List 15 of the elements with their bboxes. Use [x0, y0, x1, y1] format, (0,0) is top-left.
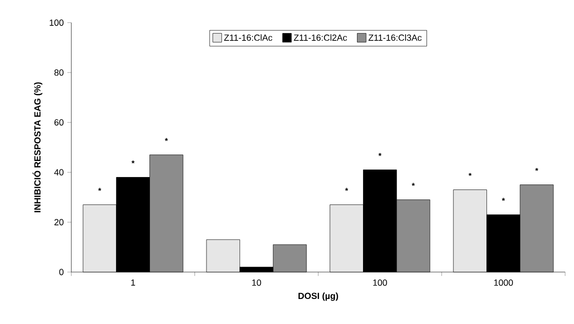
- legend-label: Z11-16:ClAc: [224, 34, 272, 41]
- y-axis-title: INHIBICIÓ RESPOSTA EAG (%): [32, 82, 42, 212]
- y-tick-label: 20: [54, 218, 64, 226]
- y-tick-label: 60: [54, 119, 64, 126]
- x-axis-title: DOSI (µg): [298, 292, 338, 301]
- y-tick-label: 100: [50, 19, 64, 26]
- y-tick-label: 40: [54, 169, 64, 176]
- legend-label: Z11-16:Cl2Ac: [294, 34, 347, 41]
- x-tick-label: 10: [252, 279, 262, 286]
- y-tick-label: 80: [54, 69, 64, 76]
- y-tick-label: 0: [59, 268, 64, 276]
- x-tick-label: 1: [131, 279, 136, 286]
- legend-label: Z11-16:Cl3Ac: [368, 34, 422, 41]
- x-tick-label: 1000: [494, 279, 513, 286]
- x-tick-label: 100: [373, 279, 387, 286]
